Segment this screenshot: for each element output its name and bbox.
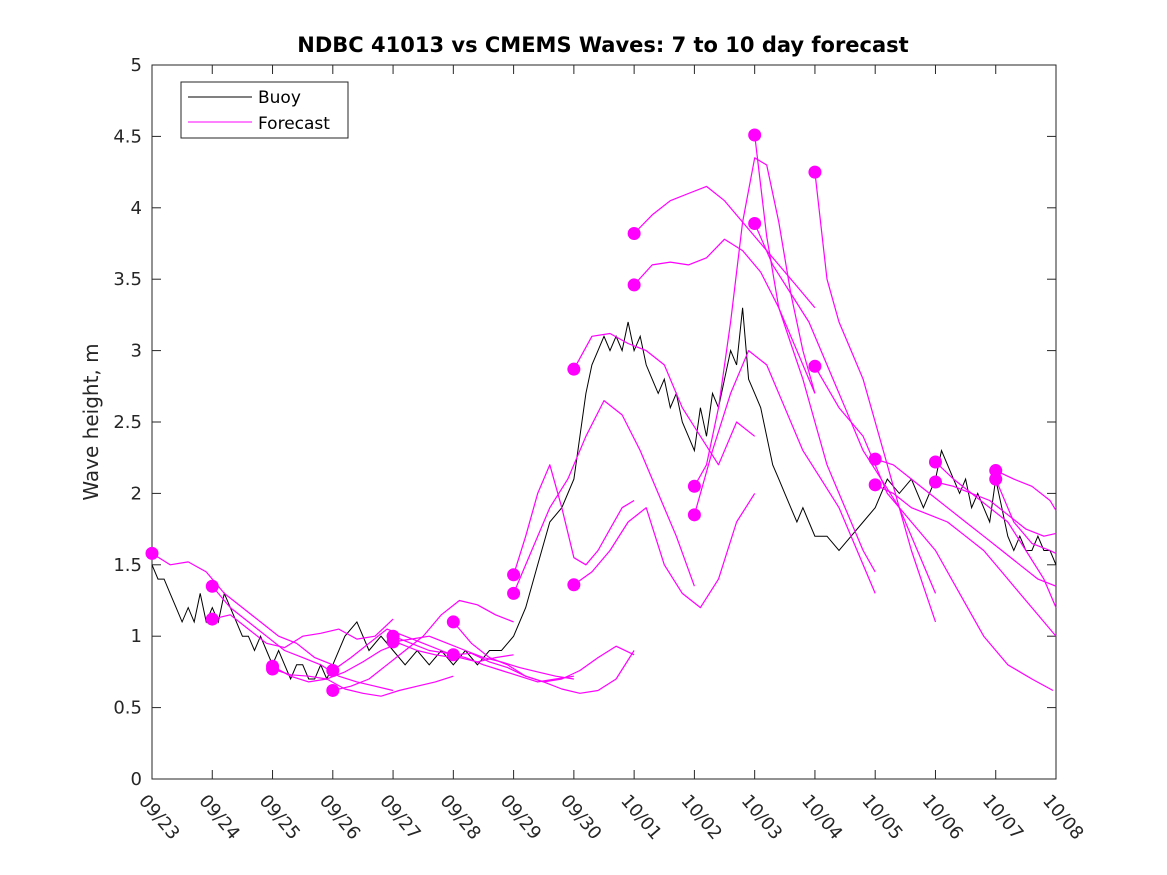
forecast-start-marker-12 xyxy=(507,568,521,582)
forecast-start-marker-24 xyxy=(868,452,882,466)
legend: Buoy Forecast xyxy=(180,81,349,139)
chart-title: NDBC 41013 vs CMEMS Waves: 7 to 10 day f… xyxy=(297,33,908,57)
forecast-start-marker-20 xyxy=(748,128,762,142)
y-axis: 0 0.5 1 1.5 2 2.5 3 3.5 4 4.5 5 xyxy=(113,55,1056,790)
y-tick-label: 3 xyxy=(131,341,142,362)
forecast-series-line-29 xyxy=(995,478,1057,554)
forecast-start-marker-1 xyxy=(145,546,159,560)
y-tick-label: 4.5 xyxy=(113,126,142,147)
forecast-series-line-2 xyxy=(211,585,394,692)
forecast-series-line-22 xyxy=(814,172,937,623)
forecast-series-line-20 xyxy=(754,134,876,573)
forecast-series-line-15 xyxy=(573,493,756,609)
forecast-start-marker-15 xyxy=(567,578,581,592)
forecast-start-marker-3 xyxy=(205,612,219,626)
forecast-start-marker-11 xyxy=(446,615,460,629)
forecast-series-line-14 xyxy=(573,332,756,466)
forecast-start-marker-5 xyxy=(266,662,280,676)
forecast-start-marker-9 xyxy=(386,629,400,643)
forecast-series-line-11 xyxy=(452,621,635,694)
series-layer xyxy=(145,128,1057,697)
forecast-series-line-9 xyxy=(392,635,574,683)
forecast-series-line-4 xyxy=(272,642,454,683)
forecast-series-line-7 xyxy=(332,599,514,692)
forecast-series-line-21 xyxy=(754,223,937,594)
forecast-start-marker-7 xyxy=(326,683,340,697)
legend-box xyxy=(180,81,349,139)
forecast-start-marker-13 xyxy=(507,586,521,600)
legend-buoy-label: Buoy xyxy=(258,88,301,108)
forecast-start-marker-29 xyxy=(989,472,1003,486)
forecast-start-marker-18 xyxy=(687,479,701,493)
forecast-series-line-3 xyxy=(212,614,394,649)
forecast-series-line-12 xyxy=(513,464,635,575)
y-tick-label: 4 xyxy=(131,198,142,219)
forecast-start-marker-22 xyxy=(808,165,822,179)
y-axis-label: Wave height, m xyxy=(79,343,103,500)
legend-forecast-label: Forecast xyxy=(258,114,330,134)
forecast-start-marker-14 xyxy=(567,362,581,376)
forecast-start-marker-10 xyxy=(446,648,460,662)
forecast-series-line-25 xyxy=(874,484,1057,637)
forecast-start-marker-17 xyxy=(627,278,641,292)
y-tick-label: 5 xyxy=(131,55,142,76)
forecast-start-marker-16 xyxy=(627,227,641,241)
y-tick-label: 1.5 xyxy=(113,555,142,576)
forecast-series-line-6 xyxy=(332,628,514,671)
forecast-start-marker-6 xyxy=(326,663,340,677)
forecast-series-line-24 xyxy=(875,458,1057,587)
plot-area xyxy=(151,64,1057,780)
y-tick-label: 2 xyxy=(131,483,142,504)
forecast-series-line-26 xyxy=(935,461,1057,608)
forecast-series-line-27 xyxy=(935,481,1057,537)
forecast-series-line-8 xyxy=(393,635,574,680)
forecast-series-line-28 xyxy=(995,470,1057,511)
forecast-start-marker-23 xyxy=(808,359,822,373)
y-tick-label: 0 xyxy=(131,769,142,790)
forecast-start-marker-19 xyxy=(687,508,701,522)
forecast-series-line-16 xyxy=(633,185,816,309)
forecast-start-marker-21 xyxy=(748,217,762,231)
forecast-start-marker-25 xyxy=(868,478,882,492)
forecast-series-line-23 xyxy=(814,365,1054,692)
y-tick-label: 0.5 xyxy=(113,698,142,719)
forecast-start-marker-2 xyxy=(205,579,219,593)
forecast-series-line-5 xyxy=(272,668,454,697)
forecast-series-line-13 xyxy=(513,400,695,594)
forecast-start-marker-26 xyxy=(928,455,942,469)
forecast-series-line-1 xyxy=(151,552,334,666)
forecast-series-line-18 xyxy=(693,157,816,487)
y-tick-label: 2.5 xyxy=(113,412,142,433)
forecast-start-marker-27 xyxy=(928,475,942,489)
y-tick-label: 1 xyxy=(131,626,142,647)
forecast-series-line-17 xyxy=(633,238,816,394)
y-tick-label: 3.5 xyxy=(113,269,142,290)
forecast-series-line-19 xyxy=(693,350,876,594)
